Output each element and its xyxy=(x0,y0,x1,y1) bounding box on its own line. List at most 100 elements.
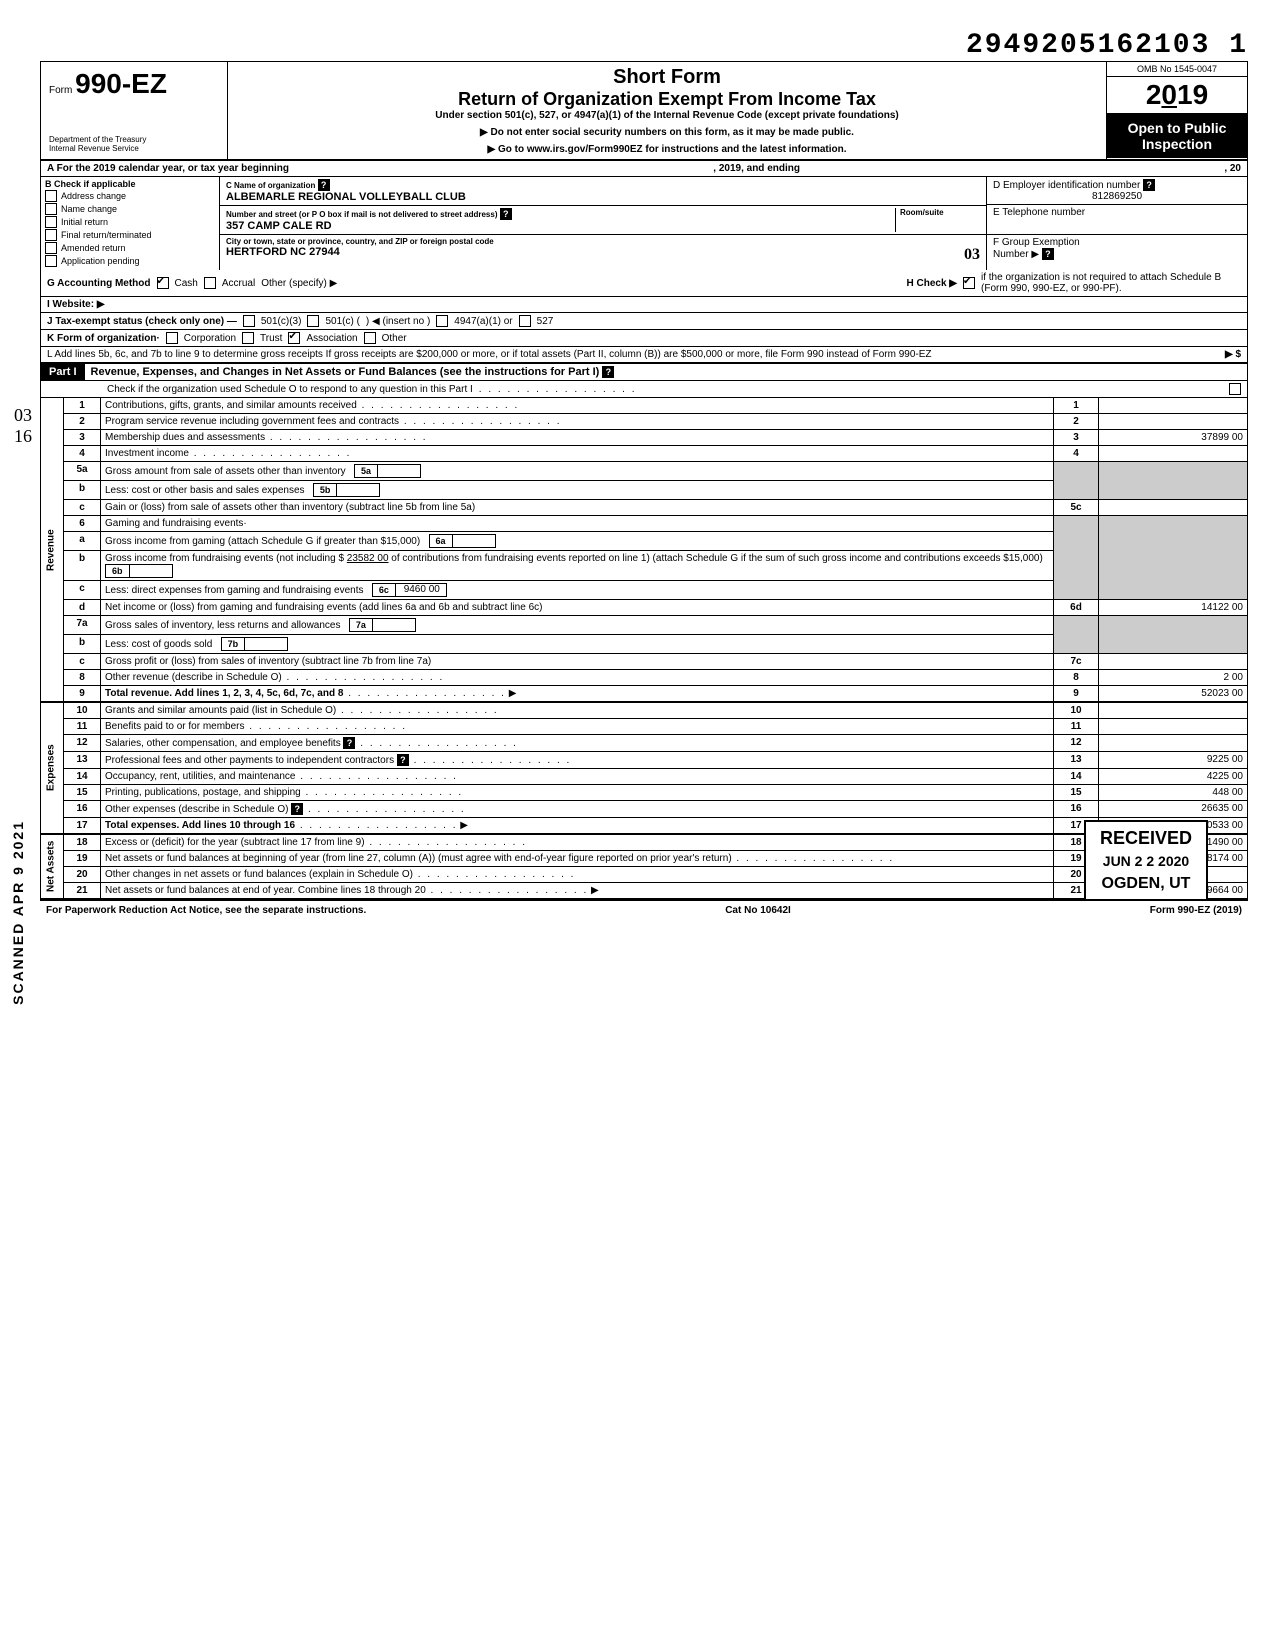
line-7a-text: Gross sales of inventory, less returns a… xyxy=(105,620,340,631)
row-a-right: , 20 xyxy=(1224,163,1241,174)
line-14-amt: 4225 00 xyxy=(1099,769,1248,785)
street-address: 357 CAMP CALE RD xyxy=(226,220,895,232)
chk-amended-return[interactable]: Amended return xyxy=(45,242,215,254)
part1-header-row: Part I Revenue, Expenses, and Changes in… xyxy=(40,364,1248,381)
line-18-text: Excess or (deficit) for the year (subtra… xyxy=(105,837,365,848)
line-6d-text: Net income or (loss) from gaming and fun… xyxy=(105,602,542,613)
warning-1: ▶ Do not enter social security numbers o… xyxy=(238,127,1096,138)
line-13-amt: 9225 00 xyxy=(1099,752,1248,769)
department-label: Department of the Treasury Internal Reve… xyxy=(49,135,219,153)
k-label: K Form of organization· xyxy=(47,333,160,344)
chk-527[interactable] xyxy=(519,315,531,327)
footer-right: Form 990-EZ (2019) xyxy=(1150,905,1242,916)
line-12-text: Salaries, other compensation, and employ… xyxy=(105,738,341,749)
chk-initial-return[interactable]: Initial return xyxy=(45,216,215,228)
help-icon: ? xyxy=(397,754,409,766)
help-icon: ? xyxy=(291,803,303,815)
chk-other[interactable] xyxy=(364,332,376,344)
stamp-date: JUN 2 2 2020 xyxy=(1100,853,1192,869)
row-k: K Form of organization· Corporation Trus… xyxy=(40,330,1248,347)
chk-h[interactable] xyxy=(963,277,975,289)
chk-application-pending[interactable]: Application pending xyxy=(45,255,215,267)
line-6-text: Gaming and fundraising events· xyxy=(101,516,1054,532)
page-footer: For Paperwork Reduction Act Notice, see … xyxy=(40,900,1248,920)
stamp-location: OGDEN, UT xyxy=(1100,875,1192,893)
side-expenses: Expenses xyxy=(41,702,64,834)
chk-4947[interactable] xyxy=(436,315,448,327)
chk-final-return[interactable]: Final return/terminated xyxy=(45,229,215,241)
line-11-text: Benefits paid to or for members xyxy=(105,721,245,732)
part1-check-row: Check if the organization used Schedule … xyxy=(40,381,1248,398)
chk-name-change[interactable]: Name change xyxy=(45,203,215,215)
j-label: J Tax-exempt status (check only one) — xyxy=(47,316,237,327)
line-21-text: Net assets or fund balances at end of ye… xyxy=(105,885,426,896)
side-revenue: Revenue xyxy=(41,398,64,702)
line-1-amt xyxy=(1099,398,1248,414)
room-label: Room/suite xyxy=(900,208,980,217)
part1-check-text: Check if the organization used Schedule … xyxy=(47,384,473,395)
row-j: J Tax-exempt status (check only one) — 5… xyxy=(40,313,1248,330)
l-arrow: ▶ $ xyxy=(1225,349,1241,360)
help-icon: ? xyxy=(1143,179,1155,191)
line-1-text: Contributions, gifts, grants, and simila… xyxy=(105,400,357,411)
form-header: Form 990-EZ Department of the Treasury I… xyxy=(40,61,1248,161)
help-icon: ? xyxy=(602,366,614,378)
line-6a-text: Gross income from gaming (attach Schedul… xyxy=(105,536,420,547)
line-9-amt: 52023 00 xyxy=(1099,686,1248,703)
line-14-text: Occupancy, rent, utilities, and maintena… xyxy=(105,771,295,782)
e-label: E Telephone number xyxy=(993,207,1241,218)
line-9-text: Total revenue. Add lines 1, 2, 3, 4, 5c,… xyxy=(105,688,343,699)
warning-2: ▶ Go to www.irs.gov/Form990EZ for instru… xyxy=(238,144,1096,155)
chk-address-change[interactable]: Address change xyxy=(45,190,215,202)
chk-trust[interactable] xyxy=(242,332,254,344)
part1-label: Part I xyxy=(41,364,85,380)
part1-title: Revenue, Expenses, and Changes in Net As… xyxy=(91,366,600,378)
tax-year: 2019 xyxy=(1107,77,1247,114)
chk-cash[interactable] xyxy=(157,277,169,289)
l-text: L Add lines 5b, 6c, and 7b to line 9 to … xyxy=(47,349,1219,360)
line-8-amt: 2 00 xyxy=(1099,670,1248,686)
h-label: H Check ▶ xyxy=(907,278,957,289)
received-stamp: RECEIVED JUN 2 2 2020 OGDEN, UT xyxy=(1084,820,1208,901)
omb-number: OMB No 1545-0047 xyxy=(1107,62,1247,77)
chk-501c[interactable] xyxy=(307,315,319,327)
help-icon: ? xyxy=(318,179,330,191)
section-b-header: B Check if applicable xyxy=(45,179,215,189)
line-5a-text: Gross amount from sale of assets other t… xyxy=(105,466,346,477)
line-15-amt: 448 00 xyxy=(1099,785,1248,801)
line-2-text: Program service revenue including govern… xyxy=(105,416,399,427)
line-6d-amt: 14122 00 xyxy=(1099,600,1248,616)
title-main: Return of Organization Exempt From Incom… xyxy=(238,89,1096,110)
chk-assoc[interactable] xyxy=(288,332,300,344)
chk-accrual[interactable] xyxy=(204,277,216,289)
line-13-text: Professional fees and other payments to … xyxy=(105,755,394,766)
header-info-block: B Check if applicable Address change Nam… xyxy=(40,177,1248,270)
line-3-text: Membership dues and assessments xyxy=(105,432,265,443)
chk-schedule-o[interactable] xyxy=(1229,383,1241,395)
line-7c-text: Gross profit or (loss) from sales of inv… xyxy=(105,656,431,667)
handwritten-margin: 03 16 xyxy=(14,405,32,447)
i-label: I Website: ▶ xyxy=(47,299,105,310)
line-5b-text: Less: cost or other basis and sales expe… xyxy=(105,485,305,496)
side-net-assets: Net Assets xyxy=(41,834,64,899)
row-a-left: A For the 2019 calendar year, or tax yea… xyxy=(47,163,289,174)
line-16-text: Other expenses (describe in Schedule O) xyxy=(105,804,288,815)
line-7b-text: Less: cost of goods sold xyxy=(105,639,212,650)
chk-501c3[interactable] xyxy=(243,315,255,327)
chk-corp[interactable] xyxy=(166,332,178,344)
title-short: Short Form xyxy=(238,66,1096,89)
open-inspection: Open to Public Inspection xyxy=(1107,114,1247,158)
form-number: 990-EZ xyxy=(75,68,167,99)
line-16-amt: 26635 00 xyxy=(1099,801,1248,818)
form-label: Form xyxy=(49,85,72,96)
g-label: G Accounting Method xyxy=(47,278,151,289)
d-label: D Employer identification number xyxy=(993,180,1140,191)
city-label: City or town, state or province, country… xyxy=(226,237,980,246)
footer-left: For Paperwork Reduction Act Notice, see … xyxy=(46,905,366,916)
f-label2: Number ▶ xyxy=(993,249,1039,260)
row-a: A For the 2019 calendar year, or tax yea… xyxy=(40,161,1248,177)
line-19-text: Net assets or fund balances at beginning… xyxy=(105,853,732,864)
addr-label: Number and street (or P O box if mail is… xyxy=(226,210,497,219)
c-label: C Name of organization xyxy=(226,181,315,190)
lines-table: Revenue 1 Contributions, gifts, grants, … xyxy=(40,398,1248,900)
